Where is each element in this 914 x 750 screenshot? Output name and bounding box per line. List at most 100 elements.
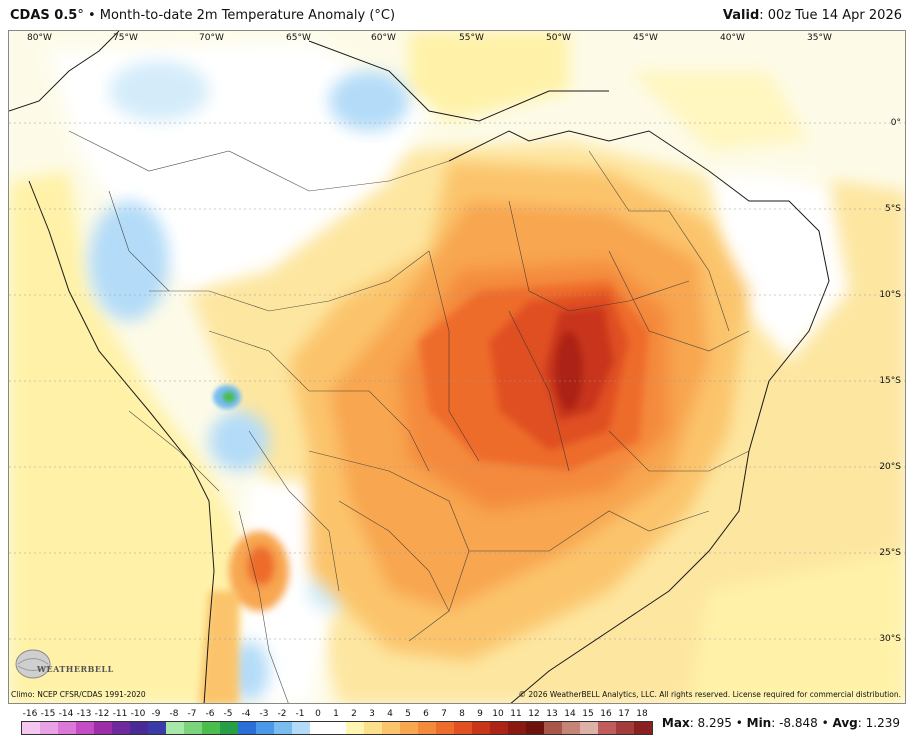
colorbar-cell bbox=[382, 722, 400, 734]
lat-label-30s: 30°S bbox=[879, 634, 901, 644]
valid-label: Valid bbox=[722, 8, 760, 23]
stats-sep-2: • bbox=[817, 716, 833, 730]
colorbar-label: -7 bbox=[187, 709, 197, 719]
colorbar-cell bbox=[112, 722, 130, 734]
colorbar-label: 1 bbox=[333, 709, 339, 719]
colorbar-label: 0 bbox=[315, 709, 321, 719]
lat-label-5s: 5°S bbox=[885, 204, 901, 214]
political-borders bbox=[68, 130, 750, 703]
weatherbell-logo: WEATHERBELL bbox=[13, 645, 113, 683]
logo-text: WEATHERBELL bbox=[37, 664, 114, 674]
colorbar-cell bbox=[508, 722, 526, 734]
colorbar-cell bbox=[526, 722, 544, 734]
colorbar-cell bbox=[454, 722, 472, 734]
lon-label-45w: 45°W bbox=[633, 33, 658, 43]
header: CDAS 0.5° • Month-to-date 2m Temperature… bbox=[0, 0, 914, 30]
lat-label-25s: 25°S bbox=[879, 548, 901, 558]
colorbar-cell bbox=[184, 722, 202, 734]
colorbar-label: -12 bbox=[94, 709, 110, 719]
colorbar-cell bbox=[598, 722, 616, 734]
colorbar-label: -15 bbox=[40, 709, 56, 719]
colorbar-cell bbox=[22, 722, 40, 734]
stats-sep-1: • bbox=[731, 716, 747, 730]
colorbar-cell bbox=[94, 722, 112, 734]
colorbar-label: -9 bbox=[151, 709, 161, 719]
climo-note: Climo: NCEP CFSR/CDAS 1991-2020 bbox=[11, 690, 146, 699]
lat-label-15s: 15°S bbox=[879, 376, 901, 386]
colorbar-cell bbox=[490, 722, 508, 734]
colorbar-label: -14 bbox=[58, 709, 74, 719]
colorbar-cell bbox=[166, 722, 184, 734]
colorbar-label: 10 bbox=[492, 709, 504, 719]
colorbar-cell bbox=[220, 722, 238, 734]
model-name: CDAS 0.5 bbox=[10, 8, 78, 23]
colorbar-cell bbox=[292, 722, 310, 734]
colorbar-label: 11 bbox=[510, 709, 522, 719]
copyright-note: © 2026 WeatherBELL Analytics, LLC. All r… bbox=[518, 690, 901, 699]
colorbar-cell bbox=[544, 722, 562, 734]
colorbar-label: 17 bbox=[618, 709, 630, 719]
colorbar-label: 2 bbox=[351, 709, 357, 719]
colorbar-cell bbox=[472, 722, 490, 734]
colorbar-cell bbox=[580, 722, 598, 734]
colorbar-label: 4 bbox=[387, 709, 393, 719]
colorbar bbox=[21, 721, 653, 735]
colorbar-cell bbox=[202, 722, 220, 734]
lon-label-40w: 40°W bbox=[720, 33, 745, 43]
coastlines bbox=[9, 31, 830, 703]
colorbar-cell bbox=[40, 722, 58, 734]
colorbar-label: 6 bbox=[423, 709, 429, 719]
colorbar-cell bbox=[130, 722, 148, 734]
avg-label: Avg bbox=[832, 716, 858, 730]
colorbar-cell bbox=[436, 722, 454, 734]
colorbar-cell bbox=[364, 722, 382, 734]
title-bullet: • bbox=[87, 8, 96, 23]
colorbar-cell bbox=[256, 722, 274, 734]
lon-label-55w: 55°W bbox=[459, 33, 484, 43]
colorbar-cell bbox=[76, 722, 94, 734]
colorbar-label: 3 bbox=[369, 709, 375, 719]
colorbar-label: 13 bbox=[546, 709, 558, 719]
anomaly-hot bbox=[419, 281, 649, 471]
colorbar-cell bbox=[310, 722, 328, 734]
lat-label-0: 0° bbox=[890, 118, 901, 128]
map-title: CDAS 0.5° • Month-to-date 2m Temperature… bbox=[10, 8, 395, 23]
colorbar-label: -2 bbox=[277, 709, 287, 719]
lon-label-75w: 75°W bbox=[113, 33, 138, 43]
colorbar-cell bbox=[616, 722, 634, 734]
anomaly-map: 80°W 75°W 70°W 65°W 60°W 55°W 50°W 45°W … bbox=[8, 30, 906, 704]
avg-value: : 1.239 bbox=[857, 716, 900, 730]
colorbar-cell bbox=[562, 722, 580, 734]
colorbar-cell bbox=[274, 722, 292, 734]
colorbar-label: -1 bbox=[295, 709, 305, 719]
colorbar-label: -4 bbox=[241, 709, 251, 719]
argentina-warm bbox=[199, 531, 289, 703]
lon-label-35w: 35°W bbox=[807, 33, 832, 43]
lon-label-70w: 70°W bbox=[199, 33, 224, 43]
stats-summary: Max: 8.295 • Min: -8.848 • Avg: 1.239 bbox=[662, 716, 900, 730]
colorbar-cell bbox=[346, 722, 364, 734]
max-label: Max bbox=[661, 716, 690, 730]
colorbar-cell bbox=[148, 722, 166, 734]
colorbar-label: -16 bbox=[22, 709, 38, 719]
lon-label-50w: 50°W bbox=[546, 33, 571, 43]
lat-label-20s: 20°S bbox=[879, 462, 901, 472]
min-value: : -8.848 bbox=[771, 716, 818, 730]
colorbar-label: 7 bbox=[441, 709, 447, 719]
bolivia-cold-spot bbox=[213, 385, 241, 409]
map-canvas bbox=[9, 31, 905, 703]
min-label: Min bbox=[746, 716, 772, 730]
colorbar-cell bbox=[634, 722, 652, 734]
title-text: Month-to-date 2m Temperature Anomaly (°C… bbox=[99, 8, 396, 23]
lon-label-65w: 65°W bbox=[286, 33, 311, 43]
valid-time: Valid: 00z Tue 14 Apr 2026 bbox=[723, 8, 902, 23]
logo-globe-icon bbox=[15, 649, 51, 679]
colorbar-cell bbox=[328, 722, 346, 734]
colorbar-label: 5 bbox=[405, 709, 411, 719]
colorbar-label: -5 bbox=[223, 709, 233, 719]
colorbar-label: -8 bbox=[169, 709, 179, 719]
colorbar-label: 15 bbox=[582, 709, 594, 719]
colorbar-cell bbox=[58, 722, 76, 734]
valid-value: : 00z Tue 14 Apr 2026 bbox=[759, 8, 902, 23]
colorbar-label: -10 bbox=[130, 709, 146, 719]
